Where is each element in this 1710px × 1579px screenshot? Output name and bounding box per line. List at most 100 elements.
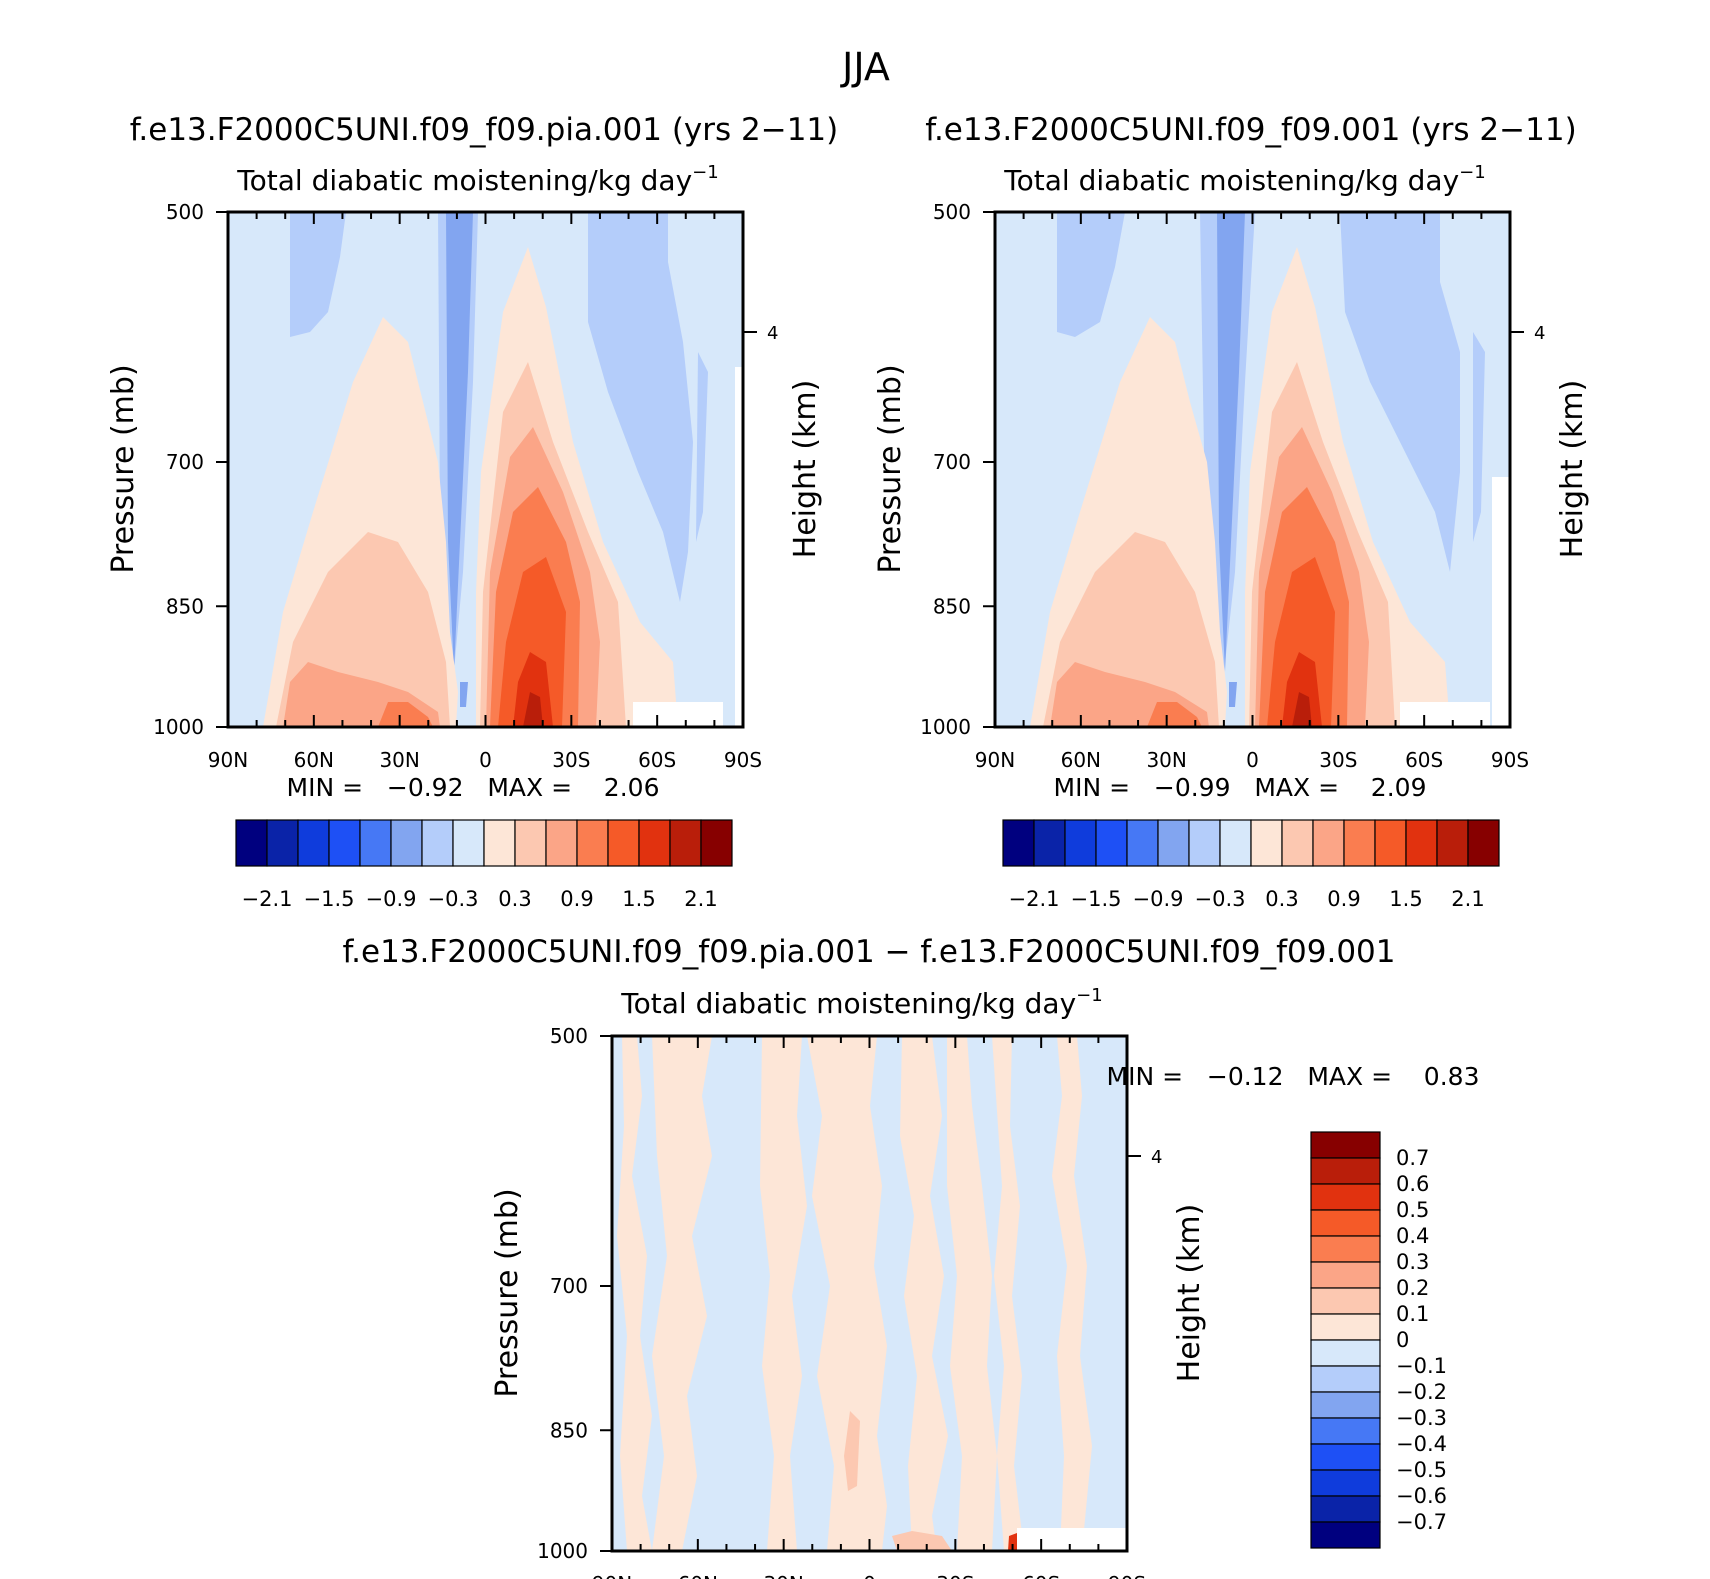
colorbar-label: −2.1 <box>242 887 293 911</box>
panel-a-colorbar: −2.1 −1.5 −0.9 −0.3 0.3 0.9 1.5 2.1 <box>235 819 733 911</box>
colorbar-label: 0.9 <box>560 887 593 911</box>
colorbar-swatch <box>1310 1339 1381 1367</box>
x-tick-label: 90N <box>975 748 1015 772</box>
colorbar-swatch <box>1467 819 1500 867</box>
colorbar-swatch <box>1281 819 1314 867</box>
colorbar-label: 1.5 <box>622 887 655 911</box>
panel-a-lowlevel-nh-core <box>378 702 433 727</box>
panel-b-level-2.1 <box>1292 692 1312 727</box>
x-tick-label: 0 <box>479 748 492 772</box>
y-tick-label: 850 <box>166 594 204 618</box>
colorbar-swatch <box>483 819 516 867</box>
panel-c-case-title: f.e13.F2000C5UNI.f09_f09.pia.001 − f.e13… <box>342 934 1395 970</box>
height-tick-label: 4 <box>1534 323 1545 344</box>
x-tick-label: 90N <box>592 1572 632 1579</box>
x-tick-label: 30S <box>936 1572 974 1579</box>
panel-b-equator-dip <box>1229 682 1237 707</box>
colorbar-swatch <box>1250 819 1283 867</box>
panel-b-plot: 90N 60N 30N 0 30S 60S 90S 500 700 850 1000 4 Pressu… <box>873 200 1590 802</box>
colorbar-swatch <box>1126 819 1159 867</box>
panel-c-positive-band-2 <box>652 1036 712 1551</box>
colorbar-swatch <box>1310 1131 1381 1159</box>
panel-c-surface-max <box>1008 1533 1018 1551</box>
colorbar-label: 1.5 <box>1389 887 1422 911</box>
panel-a-blue-column <box>446 212 473 672</box>
panel-b-sh-streak <box>1473 332 1485 542</box>
colorbar-swatch <box>1310 1469 1381 1497</box>
colorbar-label: −0.6 <box>1396 1484 1447 1508</box>
colorbar-label: −0.3 <box>428 887 479 911</box>
colorbar-label: −0.9 <box>366 887 417 911</box>
y-tick-label: 850 <box>933 594 971 618</box>
x-tick-label: 60S <box>638 748 676 772</box>
colorbar-swatch <box>576 819 609 867</box>
colorbar-swatch <box>1310 1495 1381 1523</box>
colorbar-swatch <box>1157 819 1190 867</box>
panel-c: f.e13.F2000C5UNI.f09_f09.pia.001 − f.e13… <box>342 934 1479 1579</box>
colorbar-swatch <box>266 819 299 867</box>
x-tick-label: 90N <box>208 748 248 772</box>
panel-b-ticks <box>983 211 1524 728</box>
panel-b-colorbar: −2.1 −1.5 −0.9 −0.3 0.3 0.9 1.5 2.1 <box>1002 819 1500 911</box>
panel-c-positive-band-3 <box>760 1036 807 1551</box>
colorbar-swatch <box>1310 1183 1381 1211</box>
y-tick-label: 500 <box>933 200 971 224</box>
panel-b-missing-corner <box>1400 702 1490 727</box>
colorbar-swatch <box>1310 1261 1381 1289</box>
x-tick-label: 60N <box>678 1572 718 1579</box>
colorbar-swatch <box>421 819 454 867</box>
panel-a-case-title: f.e13.F2000C5UNI.f09_f09.pia.001 (yrs 2−… <box>130 112 839 148</box>
colorbar-swatch <box>1310 1235 1381 1263</box>
x-tick-label: 30S <box>552 748 590 772</box>
y-tick-label: 850 <box>550 1418 588 1442</box>
colorbar-swatch <box>1405 819 1438 867</box>
colorbar-swatch <box>390 819 423 867</box>
panel-b: f.e13.F2000C5UNI.f09_f09.001 (yrs 2−11) … <box>873 112 1590 911</box>
colorbar-swatch <box>545 819 578 867</box>
colorbar-swatch <box>1312 819 1345 867</box>
panel-b-ylabel-left: Pressure (mb) <box>873 364 908 573</box>
colorbar-swatch <box>1310 1157 1381 1185</box>
panel-c-ylabel-right: Height (km) <box>1172 1204 1207 1383</box>
colorbar-label: −1.5 <box>1071 887 1122 911</box>
panel-c-level-0.1-blob <box>844 1411 860 1491</box>
panel-a-equator-dip <box>460 682 468 707</box>
y-tick-label: 1000 <box>153 715 204 739</box>
colorbar-swatch <box>1219 819 1252 867</box>
colorbar-swatch <box>607 819 640 867</box>
panel-b-variable-title: Total diabatic moistening/kg day−1 <box>1003 162 1485 197</box>
panel-a-level-1.8 <box>513 652 553 727</box>
panel-b-lowlevel-nh-core <box>1147 702 1202 727</box>
height-tick-label: 4 <box>1151 1147 1162 1168</box>
colorbar-swatch <box>235 819 268 867</box>
colorbar-label: −0.7 <box>1396 1510 1447 1534</box>
colorbar-swatch <box>1310 1521 1381 1549</box>
x-tick-label: 60N <box>1061 748 1101 772</box>
panel-b-level-1.8 <box>1282 652 1322 727</box>
x-tick-label: 60S <box>1022 1572 1060 1579</box>
colorbar-label: 2.1 <box>684 887 717 911</box>
colorbar-label: 0.7 <box>1396 1146 1429 1170</box>
colorbar-label: 0.3 <box>1265 887 1298 911</box>
panel-b-stats: MIN = −0.99 MAX = 2.09 <box>1054 773 1427 802</box>
x-tick-label: 60S <box>1405 748 1443 772</box>
colorbar-swatch <box>1310 1365 1381 1393</box>
colorbar-swatch <box>1436 819 1469 867</box>
colorbar-label: −0.3 <box>1396 1406 1447 1430</box>
colorbar-swatch <box>1310 1417 1381 1445</box>
x-tick-label: 60N <box>294 748 334 772</box>
panel-c-missing-corner <box>1017 1528 1127 1551</box>
panel-b-blue-column <box>1217 212 1245 672</box>
panel-c-positive-band-1 <box>617 1036 652 1551</box>
colorbar-swatch <box>452 819 485 867</box>
colorbar-label: −2.1 <box>1009 887 1060 911</box>
x-tick-label: 90S <box>1108 1572 1146 1579</box>
y-tick-label: 700 <box>550 1274 588 1298</box>
x-tick-label: 90S <box>1491 748 1529 772</box>
colorbar-label: 0.4 <box>1396 1224 1429 1248</box>
colorbar-label: −0.9 <box>1133 887 1184 911</box>
panel-b-level-1.5 <box>1267 557 1335 727</box>
figure-title: JJA <box>840 45 890 89</box>
panel-c-positive-band-4 <box>807 1036 887 1551</box>
panel-a-missing-edge <box>735 367 743 727</box>
